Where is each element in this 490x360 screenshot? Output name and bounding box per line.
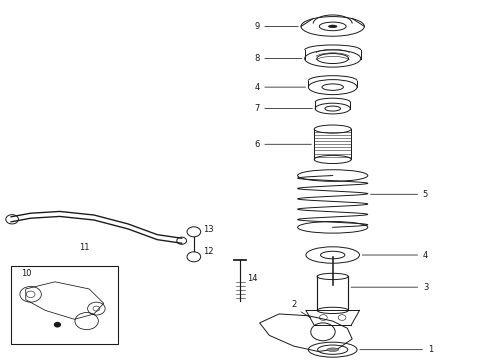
Text: 11: 11 bbox=[79, 243, 90, 252]
Text: 14: 14 bbox=[247, 274, 258, 283]
Text: 12: 12 bbox=[202, 247, 213, 256]
Text: 4: 4 bbox=[254, 83, 260, 92]
Text: 13: 13 bbox=[202, 225, 213, 234]
Text: 1: 1 bbox=[428, 345, 433, 354]
Text: 10: 10 bbox=[21, 269, 31, 278]
Text: 3: 3 bbox=[423, 283, 428, 292]
Text: 7: 7 bbox=[254, 104, 260, 113]
Text: 6: 6 bbox=[254, 140, 260, 149]
Text: 9: 9 bbox=[254, 22, 260, 31]
Text: 4: 4 bbox=[423, 251, 428, 260]
Text: 2: 2 bbox=[291, 300, 296, 309]
Circle shape bbox=[54, 323, 60, 327]
Ellipse shape bbox=[327, 348, 339, 351]
Text: 5: 5 bbox=[423, 190, 428, 199]
Ellipse shape bbox=[328, 25, 337, 28]
Bar bbox=[11, 266, 118, 344]
Text: 8: 8 bbox=[254, 54, 260, 63]
